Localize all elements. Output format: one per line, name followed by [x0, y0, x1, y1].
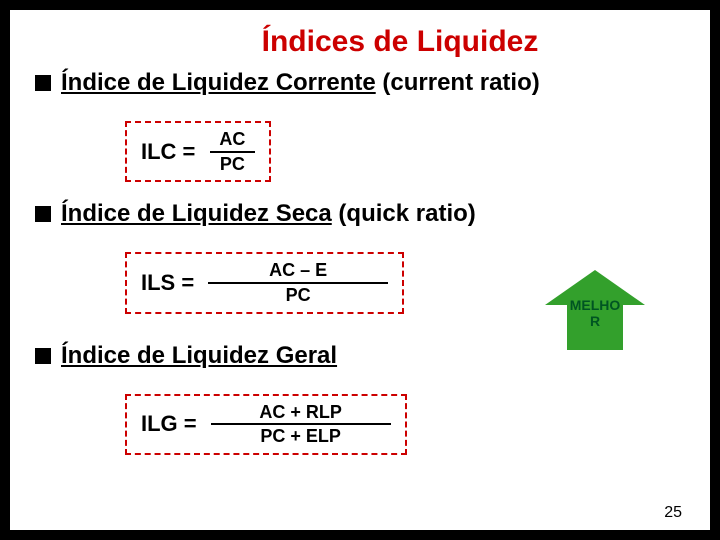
formula-label-1: ILC = — [141, 139, 195, 165]
formula-box-3: ILG = AC + RLP PC + ELP — [125, 394, 407, 455]
item1-underlined: Índice de Liquidez Corrente — [61, 69, 376, 96]
fraction-3-num: AC + RLP — [249, 402, 352, 424]
up-arrow-icon: MELHO R — [545, 270, 645, 355]
liquidity-item-3: Índice de Liquidez Geral ILG = AC + RLP … — [35, 342, 685, 455]
liquidity-item-1: Índice de Liquidez Corrente (current rat… — [35, 69, 685, 182]
fraction-1-den: PC — [210, 151, 255, 175]
fraction-1: AC PC — [209, 129, 255, 174]
item3-underlined: Índice de Liquidez Geral — [61, 342, 337, 369]
fraction-2: AC – E PC — [208, 260, 388, 305]
item2-rest: (quick ratio) — [332, 200, 476, 227]
bullet-icon — [35, 75, 51, 91]
formula-3: ILG = AC + RLP PC + ELP — [125, 394, 685, 455]
bullet-icon — [35, 206, 51, 222]
arrow-label-line2: R — [590, 313, 600, 329]
fraction-2-num: AC – E — [259, 260, 337, 282]
bullet-line-2: Índice de Liquidez Seca (quick ratio) — [35, 200, 685, 228]
item1-rest: (current ratio) — [376, 69, 540, 96]
formula-label-2: ILS = — [141, 270, 194, 296]
slide-title: Índices de Liquidez — [115, 25, 685, 59]
formula-box-1: ILC = AC PC — [125, 121, 271, 182]
fraction-3: AC + RLP PC + ELP — [211, 402, 391, 447]
slide: Índices de Liquidez Índice de Liquidez C… — [0, 0, 720, 540]
formula-1: ILC = AC PC — [125, 121, 685, 182]
fraction-3-den: PC + ELP — [211, 423, 391, 447]
formula-label-3: ILG = — [141, 411, 197, 437]
bullet-line-1: Índice de Liquidez Corrente (current rat… — [35, 69, 685, 97]
formula-box-2: ILS = AC – E PC — [125, 252, 404, 313]
fraction-2-den: PC — [208, 282, 388, 306]
item2-underlined: Índice de Liquidez Seca — [61, 200, 332, 227]
bullet-icon — [35, 348, 51, 364]
arrow-label-line1: MELHO — [570, 297, 621, 313]
fraction-1-num: AC — [209, 129, 255, 151]
page-number: 25 — [664, 504, 682, 522]
